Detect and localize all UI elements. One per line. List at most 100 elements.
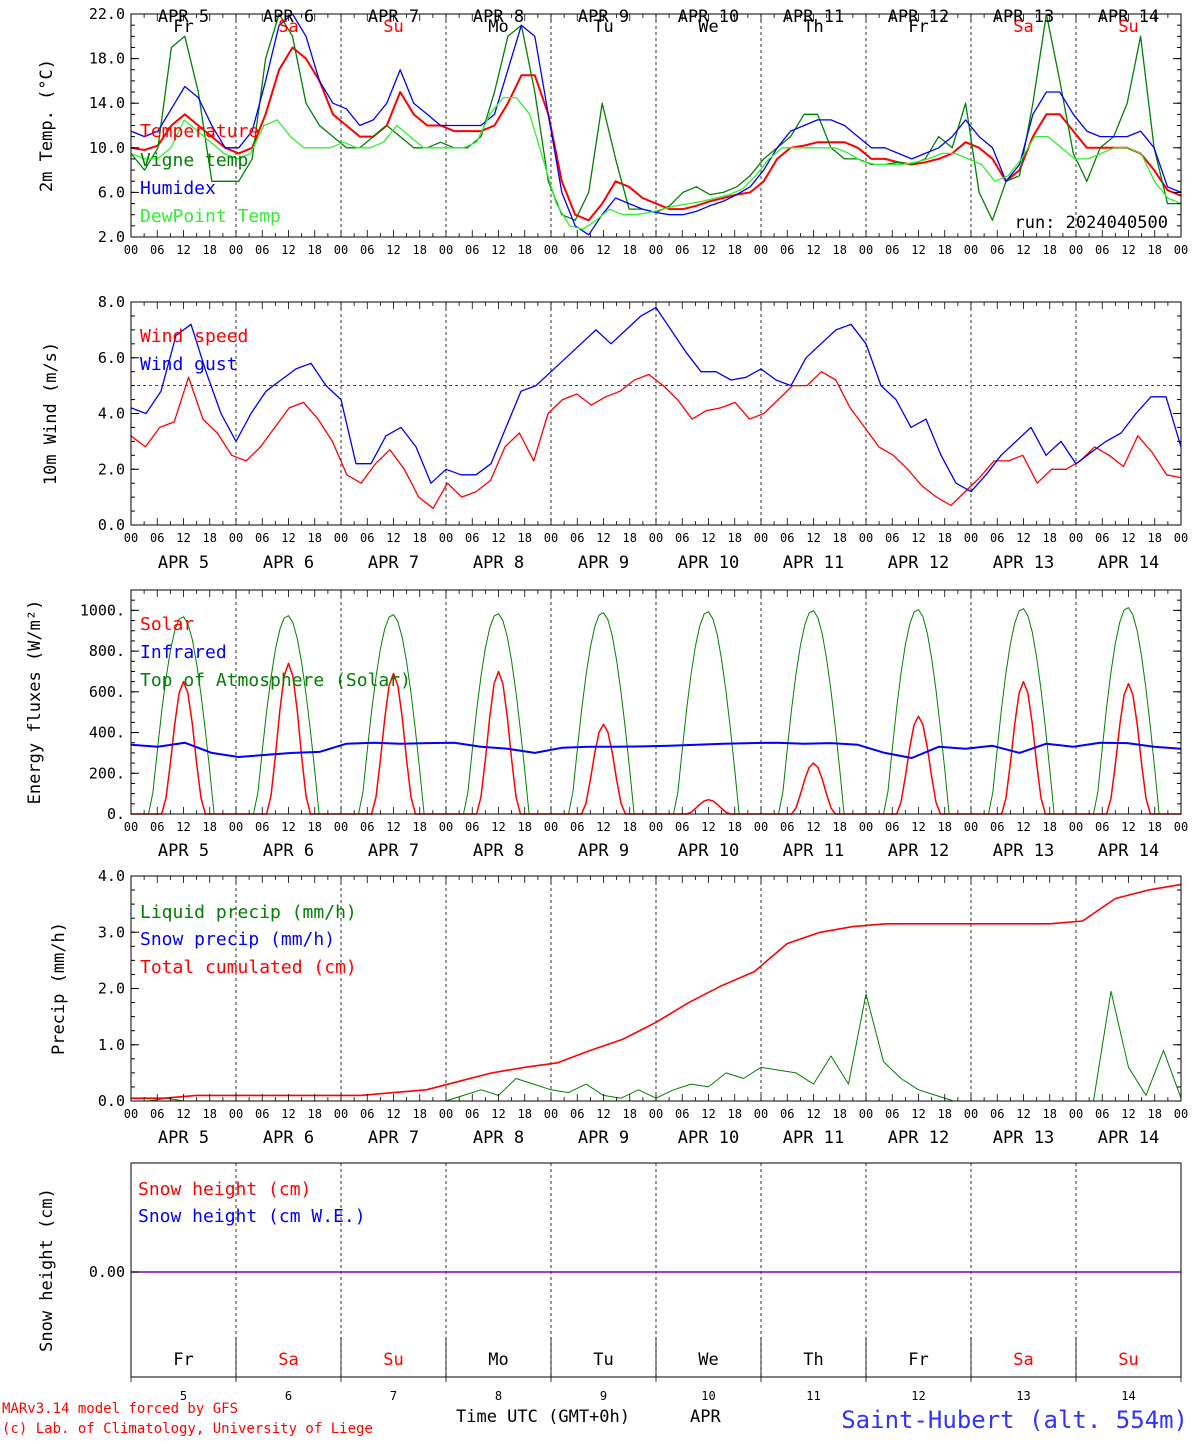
- hour-label: 18: [1043, 531, 1057, 545]
- hour-label: 12: [281, 1107, 295, 1121]
- hour-label: 00: [124, 820, 138, 834]
- day-name: Sa: [1013, 17, 1033, 37]
- hour-label: 12: [176, 531, 190, 545]
- date-label: APR 8: [473, 553, 524, 573]
- hour-label: 00: [1174, 243, 1188, 257]
- legend-entry: Solar: [140, 614, 194, 635]
- hour-label: 18: [203, 531, 217, 545]
- hour-label: 06: [360, 1107, 374, 1121]
- hour-label: 00: [544, 531, 558, 545]
- hour-label: 00: [649, 243, 663, 257]
- date-label: APR 8: [473, 7, 524, 27]
- day-name: Su: [1118, 17, 1138, 37]
- y-axis-label: 2m Temp. (°C): [37, 59, 57, 192]
- hour-label: 06: [885, 1107, 899, 1121]
- y-tick-label: 1000.: [80, 601, 125, 619]
- hour-label: 06: [465, 531, 479, 545]
- y-tick-label: 6.0: [98, 349, 125, 367]
- hour-label: 00: [334, 820, 348, 834]
- hour-label: 06: [465, 1107, 479, 1121]
- series-line: [131, 883, 1182, 1099]
- hour-label: 12: [176, 1107, 190, 1121]
- day-name: Tu: [593, 1350, 613, 1370]
- hour-label: 06: [675, 531, 689, 545]
- hour-label: 06: [255, 1107, 269, 1121]
- legend-entry: Humidex: [140, 178, 216, 199]
- hour-label: 00: [859, 820, 873, 834]
- hour-label: 12: [281, 531, 295, 545]
- legend-entry: Wind gust: [140, 354, 238, 375]
- date-label: APR 5: [158, 1128, 209, 1148]
- grid-layer: [131, 14, 1181, 1377]
- day-name: Sa: [278, 17, 298, 37]
- hour-label: 18: [623, 820, 637, 834]
- hour-label: 00: [334, 243, 348, 257]
- hour-label: 18: [833, 243, 847, 257]
- date-label: APR 12: [888, 7, 949, 27]
- day-name: Tu: [593, 17, 613, 37]
- text-layer: 00 06 12 18 APR 5 00 06 12 18 APR 6 00 06 12 18 APR 7 0…: [25, 5, 1188, 1403]
- day-name: We: [698, 1350, 718, 1370]
- y-tick-label: 2.0: [98, 228, 125, 246]
- day-name: Sa: [1013, 1350, 1033, 1370]
- infrared-line: [130, 741, 1182, 759]
- hour-label: 12: [1121, 531, 1135, 545]
- hour-label: 06: [150, 1107, 164, 1121]
- hour-label: 18: [728, 1107, 742, 1121]
- day-number: 14: [1121, 1389, 1135, 1403]
- hour-label: 18: [728, 531, 742, 545]
- hour-label: 00: [1069, 1107, 1083, 1121]
- date-label: APR 6: [263, 553, 314, 573]
- hour-label: 06: [990, 1107, 1004, 1121]
- date-label: APR 14: [1098, 7, 1159, 27]
- date-label: APR 6: [263, 7, 314, 27]
- day-number: 11: [806, 1389, 820, 1403]
- y-tick-label: 2.0: [98, 460, 125, 478]
- date-label: APR 13: [993, 7, 1054, 27]
- hour-label: 18: [518, 531, 532, 545]
- y-tick-label: 800.: [89, 642, 125, 660]
- date-label: APR 5: [158, 841, 209, 861]
- hour-label: 12: [911, 243, 925, 257]
- y-tick-label: 22.0: [89, 5, 125, 23]
- hour-label: 12: [596, 531, 610, 545]
- footer-copyright-line: (c) Lab. of Climatology, University of L…: [2, 1421, 373, 1437]
- hour-label: 18: [518, 243, 532, 257]
- series-layer: [130, 13, 1182, 1273]
- date-label: APR 5: [158, 553, 209, 573]
- hour-label: 12: [1121, 1107, 1135, 1121]
- hour-label: 12: [386, 243, 400, 257]
- date-label: APR 10: [678, 7, 739, 27]
- hour-label: 18: [203, 1107, 217, 1121]
- hour-label: 00: [859, 243, 873, 257]
- hour-label: 12: [176, 243, 190, 257]
- hour-label: 06: [150, 243, 164, 257]
- hour-label: 00: [124, 1107, 138, 1121]
- time-axis-label: Time UTC (GMT+0h): [456, 1407, 630, 1427]
- run-label: run: 2024040500: [1014, 213, 1168, 233]
- y-tick-label: 4.0: [98, 867, 125, 885]
- hour-label: 18: [728, 243, 742, 257]
- y-tick-label: 0.0: [98, 516, 125, 534]
- hour-label: 12: [596, 1107, 610, 1121]
- date-label: APR 5: [158, 7, 209, 27]
- date-label: APR 8: [473, 841, 524, 861]
- y-axis-label: Precip (mm/h): [49, 922, 69, 1055]
- date-label: APR 7: [368, 1128, 419, 1148]
- legend-entry: Temperature: [140, 121, 259, 142]
- hour-label: 00: [859, 1107, 873, 1121]
- day-name: Su: [383, 17, 403, 37]
- hour-label: 12: [596, 820, 610, 834]
- date-label: APR 14: [1098, 841, 1159, 861]
- panel-frame-2: [130, 589, 1182, 815]
- panel-frame-1: [130, 301, 1182, 526]
- hour-label: 18: [938, 531, 952, 545]
- hour-label: 18: [413, 243, 427, 257]
- hour-label: 06: [570, 243, 584, 257]
- hour-label: 06: [1095, 243, 1109, 257]
- hour-label: 18: [308, 531, 322, 545]
- hour-label: 12: [1016, 820, 1030, 834]
- date-label: APR 14: [1098, 1128, 1159, 1148]
- hour-label: 18: [623, 531, 637, 545]
